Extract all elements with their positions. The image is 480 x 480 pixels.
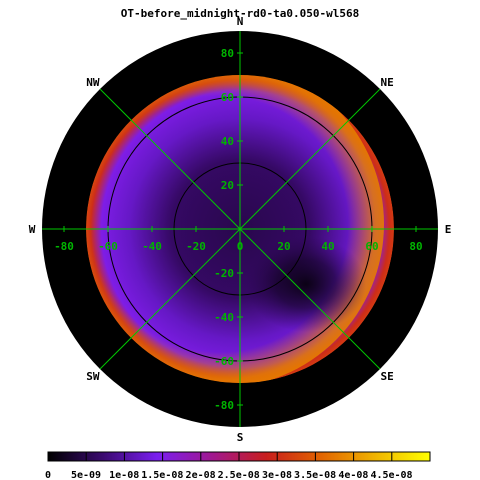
compass-s: S (237, 431, 244, 444)
compass-w: W (29, 223, 36, 236)
x-tick-label: 20 (277, 240, 290, 253)
compass-ne: NE (380, 76, 393, 89)
colorbar-tick-label: 5e-09 (71, 470, 101, 480)
compass-sw: SW (86, 370, 100, 383)
y-tick-label: -20 (214, 267, 234, 280)
y-tick-label: 60 (221, 91, 234, 104)
compass-e: E (445, 223, 452, 236)
compass-se: SE (380, 370, 393, 383)
y-tick-label: -40 (214, 311, 234, 324)
x-tick-label: -20 (186, 240, 206, 253)
y-tick-label: 40 (221, 135, 234, 148)
x-tick-label: 80 (409, 240, 422, 253)
colorbar-tick-label: 3e-08 (262, 470, 292, 480)
x-tick-label: 0 (237, 240, 244, 253)
axis-ticks: -80 -60 -40 -20 0 20 40 60 80 80 60 40 20 -20 -40 -60 -8… (54, 47, 423, 412)
y-tick-label: -80 (214, 399, 234, 412)
x-tick-label: -80 (54, 240, 74, 253)
y-tick-label: 20 (221, 179, 234, 192)
colorbar-tick-label: 1.5e-08 (141, 470, 183, 480)
colorbar-ticks: 0 5e-09 1e-08 1.5e-08 2e-08 2.5e-08 3e-08 3.5e-… (45, 452, 413, 480)
colorbar-tick-label: 1e-08 (109, 470, 139, 480)
x-tick-label: -40 (142, 240, 162, 253)
colorbar-tick-label: 4e-08 (338, 470, 368, 480)
compass-n: N (237, 15, 244, 28)
colorbar-tick-label: 4.5e-08 (370, 470, 412, 480)
compass-nw: NW (86, 76, 100, 89)
y-tick-label: -60 (214, 355, 234, 368)
colorbar-tick-label: 3.5e-08 (294, 470, 336, 480)
x-tick-label: 60 (365, 240, 378, 253)
colorbar-tick-label: 0 (45, 470, 51, 480)
colorbar-tick-label: 2e-08 (186, 470, 216, 480)
chart-title: OT-before_midnight-rd0-ta0.050-wl568 (121, 7, 359, 20)
compass-labels: N NE E SE S SW W NW (29, 15, 452, 444)
dark-spot (246, 236, 366, 332)
colorbar: 0 5e-09 1e-08 1.5e-08 2e-08 2.5e-08 3e-08 3.5e-… (45, 451, 431, 480)
x-tick-label: -60 (98, 240, 118, 253)
y-tick-label: 80 (221, 47, 234, 60)
x-tick-label: 40 (321, 240, 334, 253)
colorbar-tick-label: 2.5e-08 (218, 470, 260, 480)
